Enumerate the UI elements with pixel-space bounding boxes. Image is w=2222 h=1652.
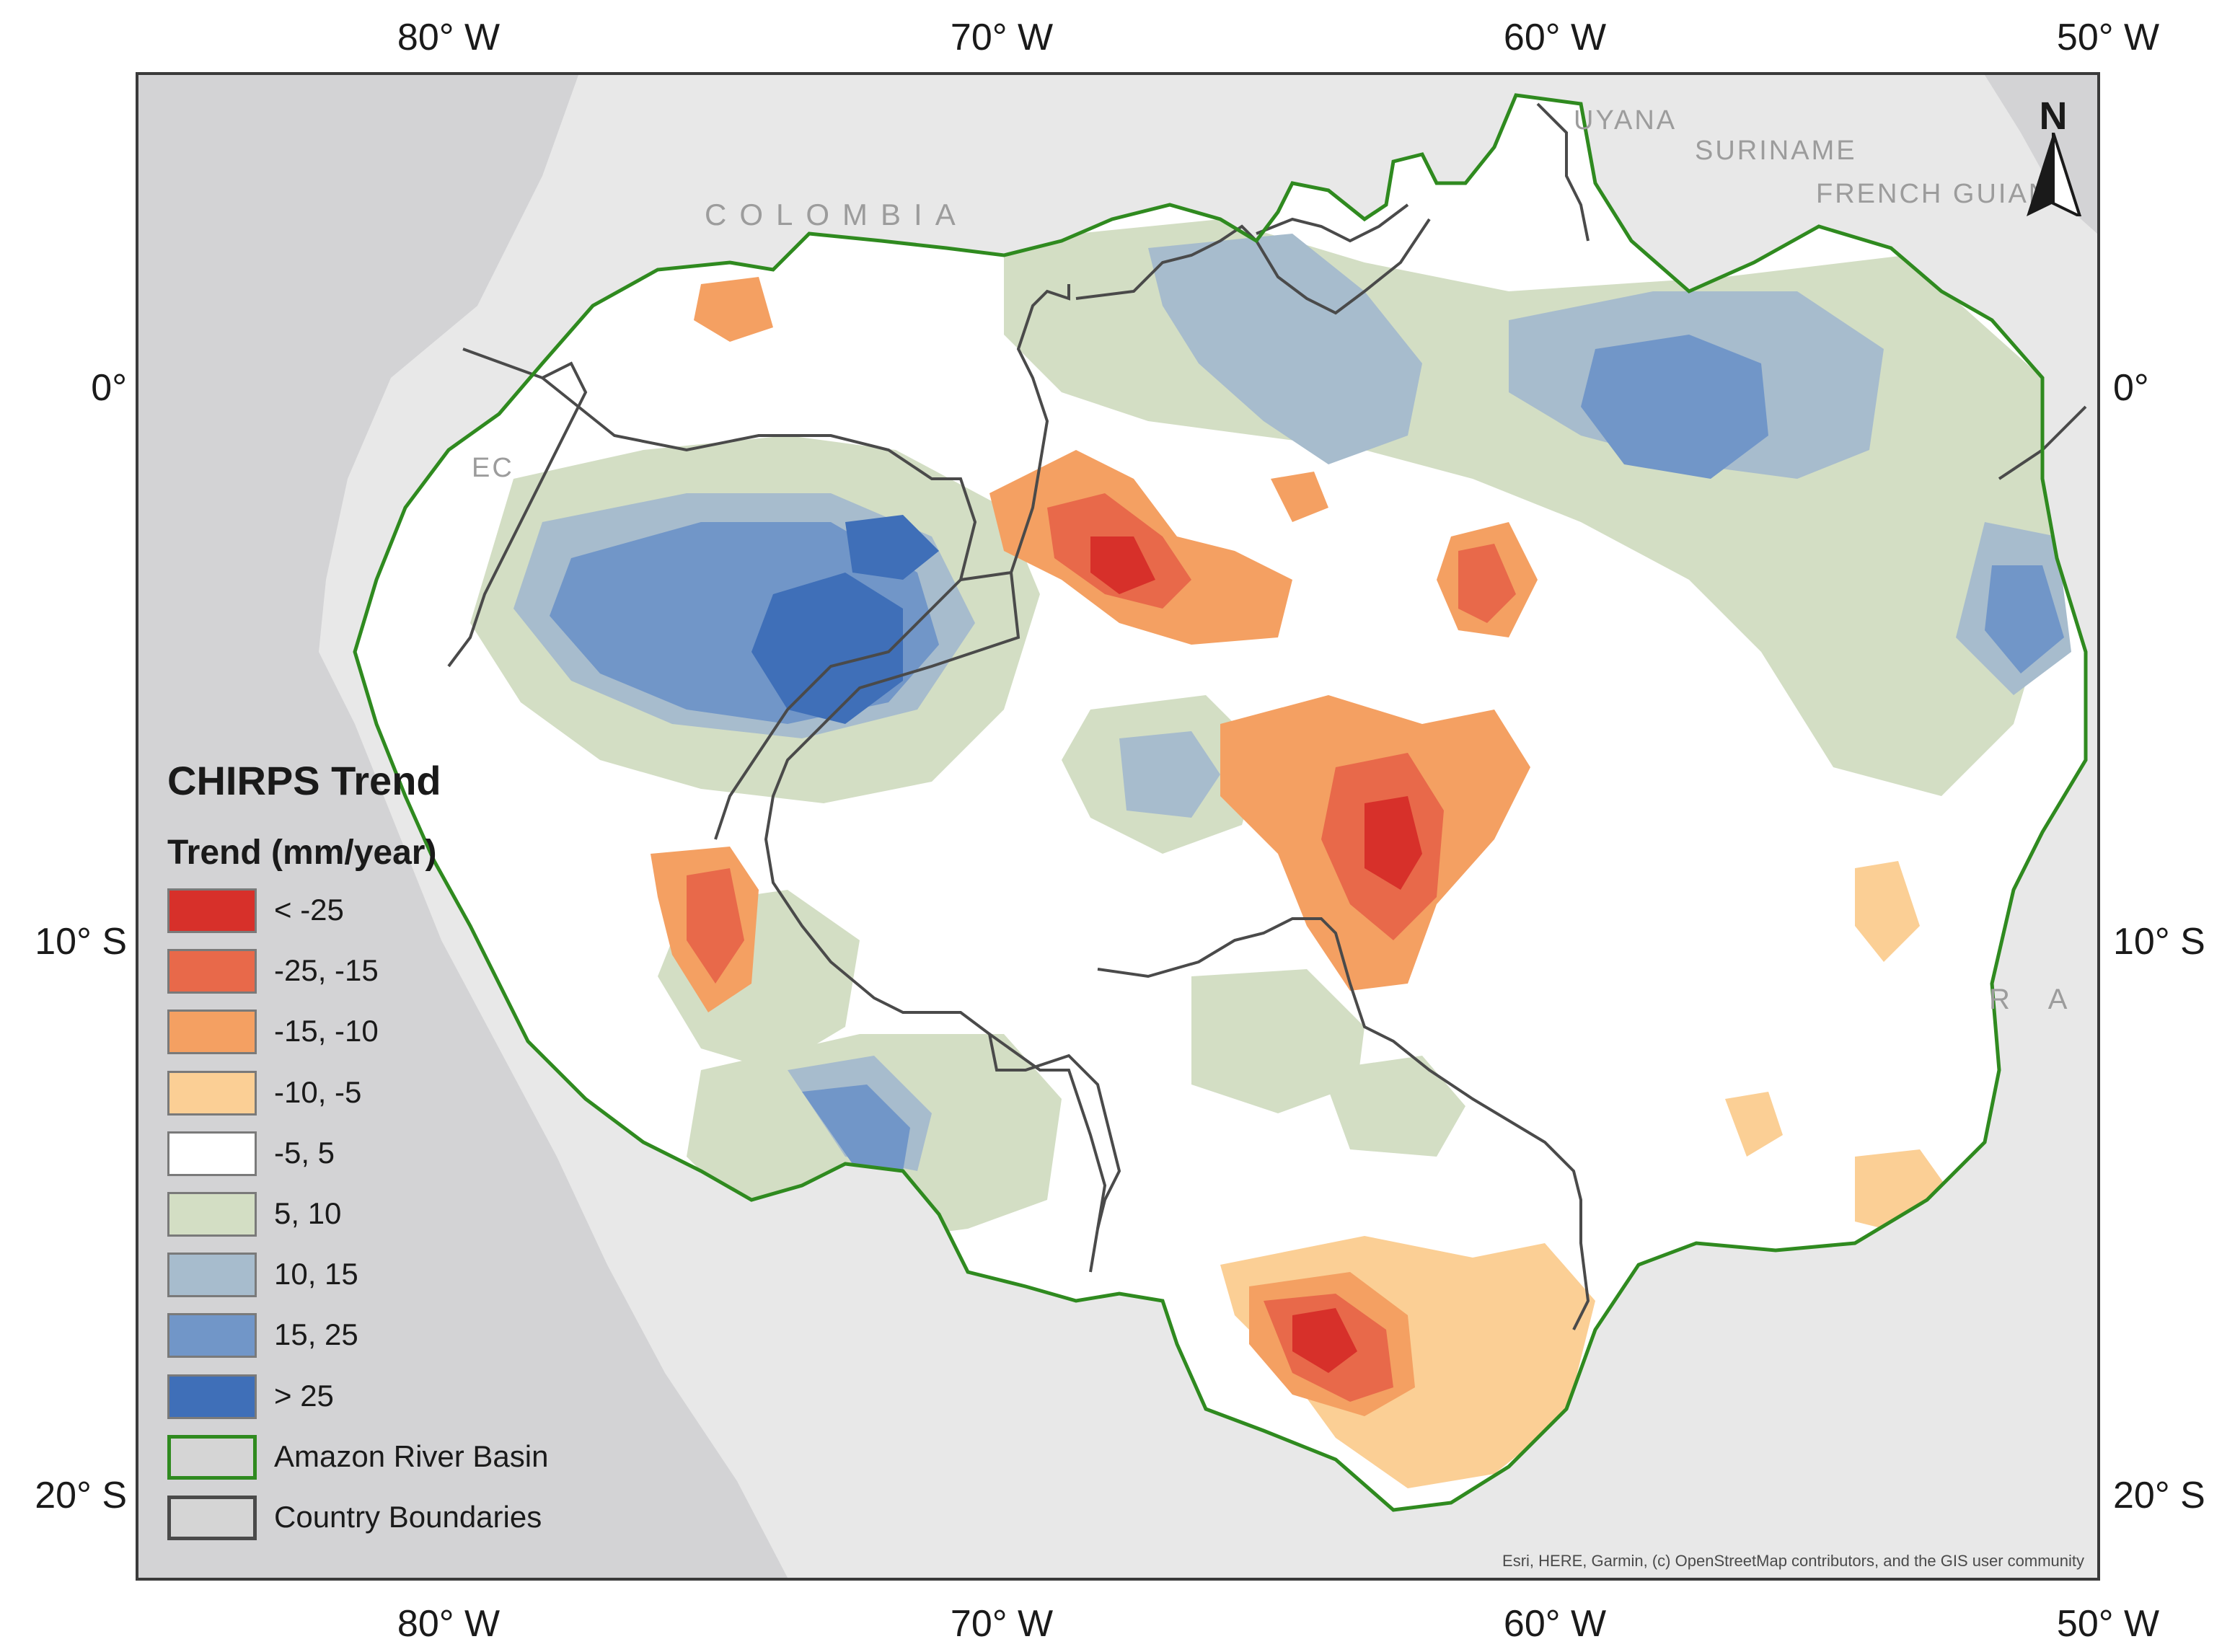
legend-swatch [167, 1191, 257, 1237]
trend-zone-neg15-neg10-northwest [694, 277, 773, 342]
legend-item: -25, -15 [167, 943, 629, 1004]
lat-label-left-20s: 20° S [35, 1475, 127, 1516]
legend-swatch [167, 1253, 257, 1298]
trend-zone-gt25-west-north [845, 515, 939, 580]
legend-label: -25, -15 [274, 953, 379, 988]
lon-label-top-60w: 60° W [1503, 17, 1607, 58]
legend-item: Country Boundaries [167, 1490, 629, 1550]
trend-raster [470, 219, 2071, 1488]
lat-label-right-10s: 10° S [2113, 921, 2205, 963]
legend-items: < -25 -25, -15 -15, -10 -10, -5 -5, 5 5, 10 10… [167, 883, 629, 1550]
legend-label: 5, 10 [274, 1196, 342, 1230]
north-arrow-icon [2027, 133, 2082, 216]
legend-label: -15, -10 [274, 1014, 379, 1048]
basin [355, 95, 2086, 1510]
boundary-bolivia-brazil [1097, 917, 1590, 1330]
boundary-colombia-brazil [1010, 284, 1070, 573]
legend-item: 15, 25 [167, 1307, 629, 1368]
trend-zone-lt25-central [1364, 796, 1422, 890]
trend-zone-5-10-rondonia [1321, 1056, 1465, 1157]
map-canvas [138, 75, 2097, 1578]
trend-zone-neg10-neg5-southeast [1855, 861, 1920, 962]
legend-item: -10, -5 [167, 1065, 629, 1126]
lon-label-top-80w: 80° W [397, 17, 501, 58]
pacific-ocean [138, 75, 788, 1578]
legend-item: 10, 15 [167, 1247, 629, 1307]
lon-label-bottom-70w: 70° W [950, 1603, 1054, 1645]
place-label-guyana: UYANA [1574, 105, 1677, 136]
legend-label: 15, 25 [274, 1317, 358, 1352]
place-label-colombia: COLOMBIA [705, 198, 969, 231]
lon-label-top-50w: 50° W [2056, 17, 2160, 58]
trend-zone-15-25-northeast [1581, 335, 1768, 479]
trend-zone-lt25-south [1292, 1308, 1357, 1373]
legend-label: > 25 [274, 1378, 334, 1413]
boundary-amazon-mouth [1998, 405, 2087, 480]
place-label-suriname: SURINAME [1695, 136, 1857, 166]
legend-swatch [167, 888, 257, 933]
trend-zone-10-15-north [1148, 234, 1422, 464]
legend-swatch [167, 949, 257, 994]
lat-label-left-10s: 10° S [35, 921, 127, 963]
lon-label-bottom-80w: 80° W [397, 1603, 501, 1645]
trend-zone-lt25-north [1090, 536, 1155, 594]
legend-label: Country Boundaries [274, 1499, 542, 1534]
legend-subtitle: Trend (mm/year) [167, 834, 437, 872]
trend-zone-15-25-south [802, 1085, 910, 1171]
country-boundaries [447, 102, 2087, 1330]
trend-zone-neg15-neg10-small [1271, 472, 1328, 522]
trend-zone-neg10-neg5-east2 [1725, 1092, 1783, 1157]
trend-zone-neg25-neg15-west [687, 868, 744, 984]
legend-swatch [167, 1495, 257, 1540]
legend-item: -5, 5 [167, 1126, 629, 1186]
boundary-peru-brazil [764, 570, 1121, 1273]
lon-label-bottom-50w: 50° W [2056, 1603, 2160, 1645]
legend-label: -5, 5 [274, 1135, 335, 1170]
trend-zone-5-10-south-central [1191, 969, 1364, 1113]
map-frame: COLOMBIA UYANA SURINAME FRENCH GUIAN EC … [136, 72, 2100, 1581]
lat-label-right-0: 0° [2113, 367, 2149, 409]
boundary-guyana-brazil [1536, 102, 1590, 242]
place-label-ecuador: EC [472, 453, 514, 483]
legend-item: Amazon River Basin [167, 1429, 629, 1490]
amazon-basin-outline [353, 93, 2088, 1512]
legend-swatch [167, 1010, 257, 1055]
legend-item: > 25 [167, 1369, 629, 1429]
boundary-venezuela-brazil [1256, 203, 1409, 243]
lon-label-bottom-60w: 60° W [1503, 1603, 1607, 1645]
legend-item: < -25 [167, 883, 629, 943]
trend-zone-10-15-central [1119, 731, 1220, 818]
trend-zone-neg25-neg15-northeast [1458, 544, 1516, 623]
legend-swatch [167, 1374, 257, 1419]
trend-zone-15-25-east [1985, 565, 2064, 673]
legend-label: 10, 15 [274, 1257, 358, 1291]
legend-swatch [167, 1131, 257, 1176]
lon-label-top-70w: 70° W [950, 17, 1054, 58]
legend-title: CHIRPS Trend [167, 758, 441, 803]
legend-label: Amazon River Basin [274, 1439, 549, 1473]
legend-label: -10, -5 [274, 1074, 362, 1109]
boundary-colombia-peru [541, 376, 977, 840]
legend-item: -15, -10 [167, 1004, 629, 1064]
legend-label: < -25 [274, 893, 344, 927]
lat-label-right-20s: 20° S [2113, 1475, 2205, 1516]
legend-item: 5, 10 [167, 1186, 629, 1247]
legend-swatch [167, 1313, 257, 1359]
place-label-brazil: R A Z [1989, 984, 2097, 1015]
map-attribution: Esri, HERE, Garmin, (c) OpenStreetMap co… [1502, 1552, 2084, 1570]
north-arrow: N [2021, 94, 2086, 216]
north-arrow-letter: N [2039, 94, 2068, 138]
boundary-peru-bolivia [988, 1033, 1107, 1229]
lat-label-left-0: 0° [91, 367, 127, 409]
place-label-french-guiana: FRENCH GUIAN [1816, 179, 2051, 209]
legend-swatch [167, 1434, 257, 1480]
boundary-ecuador-peru [447, 348, 588, 668]
legend-swatch [167, 1070, 257, 1116]
legend: CHIRPS Trend Trend (mm/year) < -25 -25, -… [167, 757, 629, 1550]
